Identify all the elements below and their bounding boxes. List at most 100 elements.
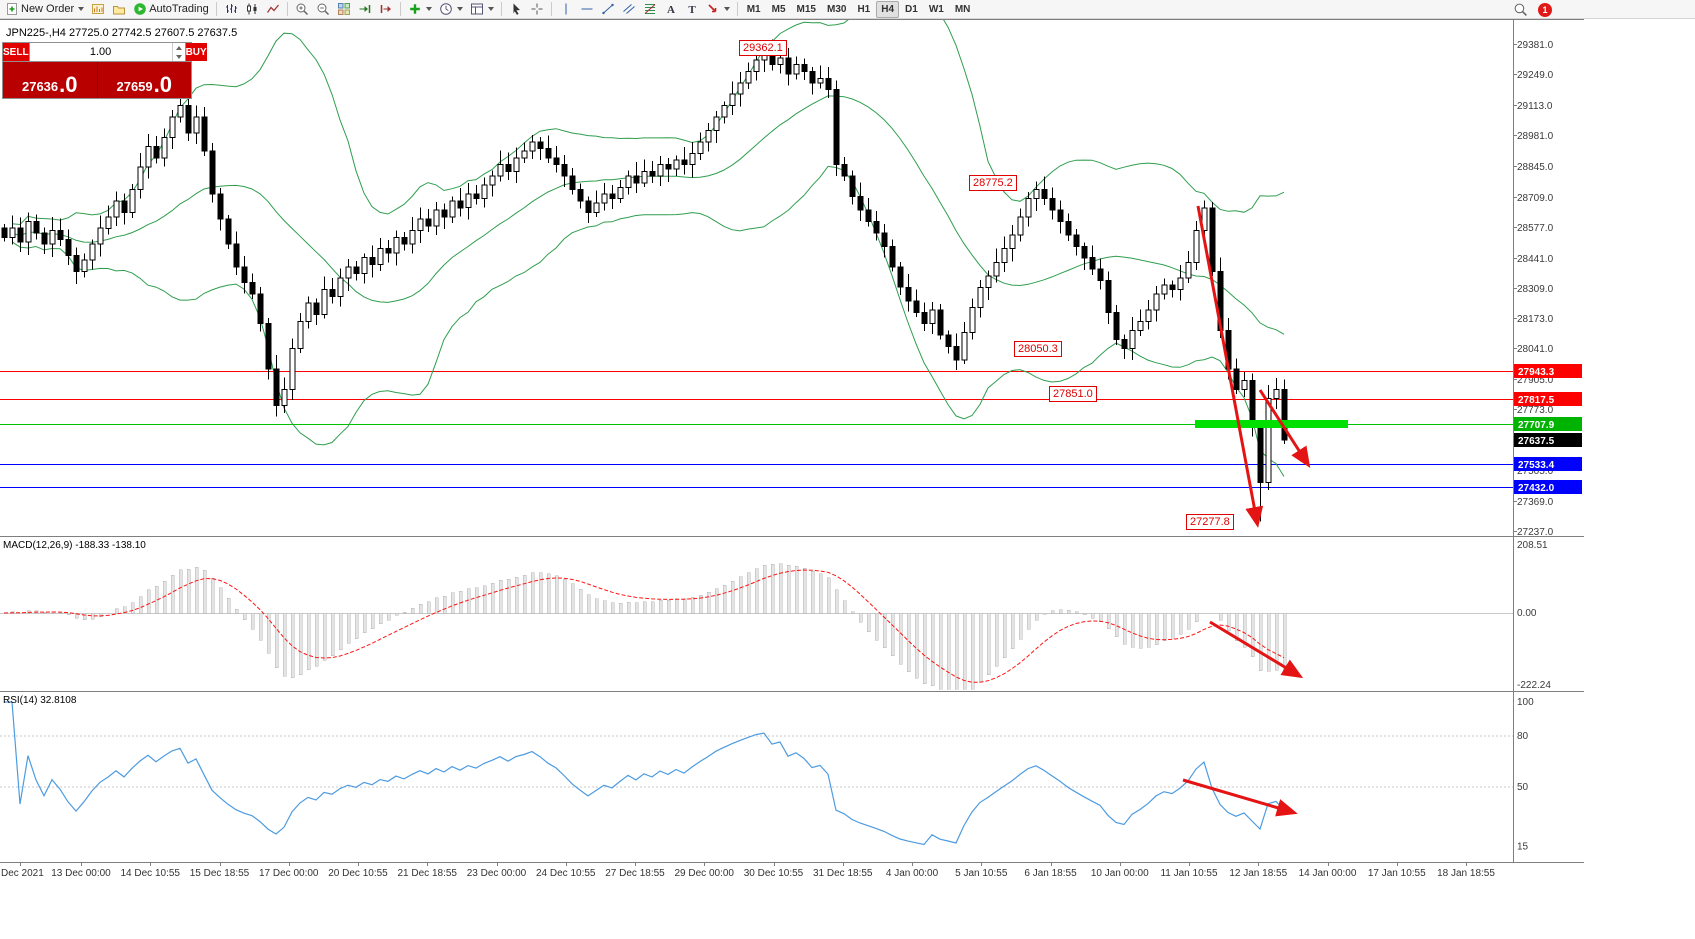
text-icon: A — [667, 4, 675, 16]
svg-text:29 Dec 00:00: 29 Dec 00:00 — [675, 868, 735, 879]
equidistant-channel-button[interactable] — [619, 1, 639, 18]
horizontal-line-button[interactable] — [577, 1, 597, 18]
svg-text:27369.0: 27369.0 — [1517, 497, 1554, 508]
arrow-objects-button[interactable] — [703, 1, 733, 18]
zoom-out-button[interactable] — [313, 1, 333, 18]
price-annotation[interactable]: 27851.0 — [1049, 386, 1097, 402]
arrow-objects-icon — [708, 4, 717, 13]
svg-text:27 Dec 18:55: 27 Dec 18:55 — [605, 868, 665, 879]
volume-down-button[interactable] — [173, 52, 185, 61]
svg-text:A: A — [667, 4, 675, 16]
spin-down-icon — [175, 54, 182, 59]
periods-button[interactable] — [436, 1, 466, 18]
new-order-label: New Order — [21, 3, 75, 15]
buy-price-main: 27659 — [116, 79, 153, 95]
svg-text:14 Dec 10:55: 14 Dec 10:55 — [121, 868, 181, 879]
vertical-line-icon — [565, 3, 567, 15]
trendline-button[interactable] — [598, 1, 618, 18]
fibonacci-button[interactable] — [640, 1, 660, 18]
sell-price-display[interactable]: 27636 .0 — [3, 62, 97, 98]
buy-button[interactable]: BUY — [185, 43, 207, 61]
timeframe-button-m5[interactable]: M5 — [771, 3, 786, 15]
svg-text:29381.0: 29381.0 — [1517, 40, 1554, 51]
bar-chart-icon — [225, 4, 237, 13]
new-order-button[interactable]: New Order — [2, 1, 87, 18]
charts-button[interactable] — [88, 1, 108, 18]
profiles-button[interactable] — [109, 1, 129, 18]
svg-text:0.00: 0.00 — [1517, 608, 1537, 619]
profiles-icon — [113, 6, 126, 15]
svg-text:27707.9: 27707.9 — [1518, 420, 1555, 431]
macd-indicator-label: MACD(12,26,9) -188.33 -138.10 — [3, 540, 146, 551]
timeframe-button-h4[interactable]: H4 — [876, 0, 900, 18]
candlestick-chart-button[interactable] — [242, 1, 262, 18]
tile-windows-icon — [337, 3, 350, 15]
templates-icon — [470, 3, 483, 15]
tile-windows-button[interactable] — [334, 1, 354, 18]
svg-text:21 Dec 18:55: 21 Dec 18:55 — [398, 868, 458, 879]
volume-control — [28, 43, 186, 61]
rsi-indicator-label: RSI(14) 32.8108 — [3, 695, 77, 706]
svg-text:27533.4: 27533.4 — [1518, 460, 1555, 471]
timeframe-button-w1[interactable]: W1 — [928, 3, 944, 15]
svg-text:17 Dec 00:00: 17 Dec 00:00 — [259, 868, 319, 879]
cursor-button[interactable] — [506, 1, 526, 18]
indicators-button[interactable] — [405, 1, 435, 18]
price-annotation[interactable]: 28050.3 — [1014, 341, 1062, 357]
chevron-down-icon — [78, 7, 85, 11]
candlestick-chart-icon — [246, 3, 257, 15]
text-button[interactable]: A — [661, 1, 681, 18]
trendline-icon — [602, 3, 614, 15]
buy-price-display[interactable]: 27659 .0 — [97, 62, 191, 98]
timeframe-button-m1[interactable]: M1 — [746, 3, 761, 15]
chart-shift-button[interactable] — [376, 1, 396, 18]
zoom-in-icon — [296, 3, 308, 16]
svg-text:5 Jan 10:55: 5 Jan 10:55 — [955, 868, 1008, 879]
svg-text:17 Jan 10:55: 17 Jan 10:55 — [1368, 868, 1426, 879]
svg-text:28041.0: 28041.0 — [1517, 344, 1554, 355]
buy-price-frac: .0 — [153, 72, 172, 98]
price-annotation[interactable]: 27277.8 — [1186, 514, 1234, 530]
svg-text:27237.0: 27237.0 — [1517, 527, 1554, 538]
auto-scroll-button[interactable] — [355, 1, 375, 18]
chevron-down-icon — [425, 7, 432, 11]
volume-up-button[interactable] — [173, 43, 185, 52]
line-chart-button[interactable] — [263, 1, 283, 18]
svg-text:27432.0: 27432.0 — [1518, 483, 1555, 494]
chevron-down-icon — [723, 7, 730, 11]
timeframe-button-mn[interactable]: MN — [954, 3, 971, 15]
price-annotation[interactable]: 29362.1 — [739, 40, 787, 56]
chart-canvas[interactable]: 29381.0 29249.0 29113.0 28981.0 28845.0 28709… — [0, 19, 1584, 881]
svg-text:15 Dec 18:55: 15 Dec 18:55 — [190, 868, 250, 879]
bar-chart-button[interactable] — [221, 1, 241, 18]
toolbar-separator — [286, 2, 288, 16]
autotrading-button[interactable]: AutoTrading — [130, 1, 212, 18]
horizontal-line-icon — [581, 8, 593, 10]
fibonacci-icon — [644, 4, 656, 14]
timeframe-button-d1[interactable]: D1 — [905, 3, 918, 15]
chart-symbol-header: JPN225-,H4 27725.0 27742.5 27607.5 27637… — [6, 27, 238, 39]
text-label-button[interactable]: T — [682, 1, 702, 18]
timeframe-button-m15[interactable]: M15 — [796, 3, 816, 15]
svg-text:13 Dec 00:00: 13 Dec 00:00 — [51, 868, 111, 879]
toolbar-separator — [736, 2, 738, 16]
chevron-down-icon — [487, 7, 494, 11]
volume-input[interactable] — [29, 43, 172, 61]
sell-button[interactable]: SELL — [3, 43, 29, 61]
notification-badge[interactable]: 1 — [1538, 2, 1552, 17]
timeframe-button-h1[interactable]: H1 — [857, 3, 871, 15]
svg-text:27817.5: 27817.5 — [1518, 395, 1555, 406]
vertical-line-button[interactable] — [556, 1, 576, 18]
periods-icon — [439, 3, 452, 15]
timeframe-button-m30[interactable]: M30 — [826, 3, 847, 15]
svg-text:T: T — [688, 4, 696, 16]
price-annotation[interactable]: 28775.2 — [969, 175, 1017, 191]
cursor-icon — [513, 3, 520, 15]
svg-text:28441.0: 28441.0 — [1517, 254, 1554, 265]
zoom-in-button[interactable] — [292, 1, 312, 18]
templates-button[interactable] — [467, 1, 497, 18]
crosshair-button[interactable] — [527, 1, 547, 18]
chevron-down-icon — [456, 7, 463, 11]
svg-text:29249.0: 29249.0 — [1517, 70, 1554, 81]
search-icon[interactable] — [1513, 2, 1528, 17]
